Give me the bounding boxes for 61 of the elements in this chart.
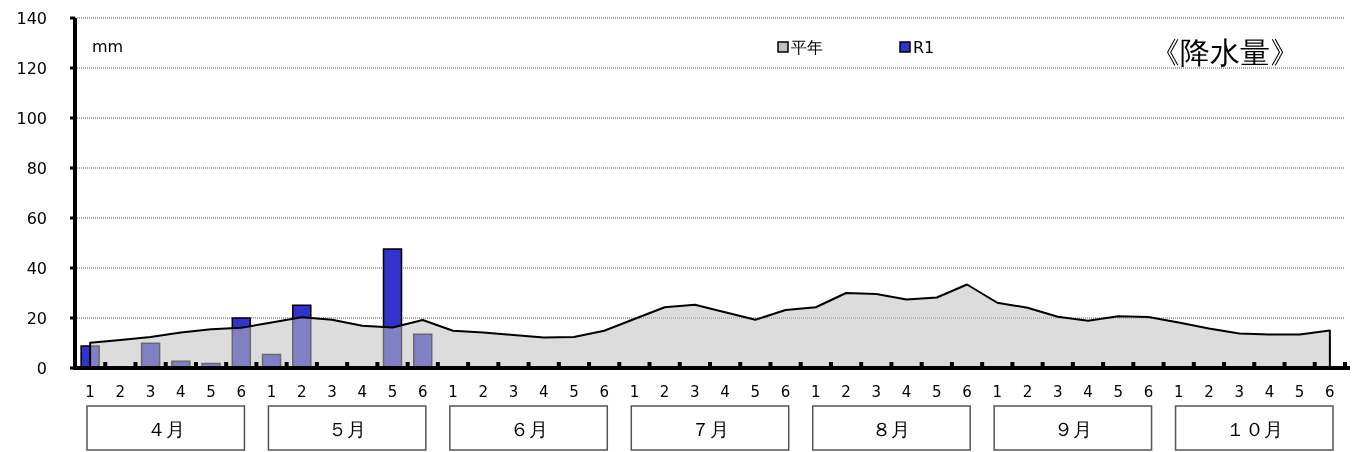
text: ５月 xyxy=(328,418,367,440)
x-tick-label: 5 xyxy=(569,383,579,401)
y-tick-label: 60 xyxy=(26,209,47,228)
text: ９月 xyxy=(1053,418,1092,440)
y-tick-label: 20 xyxy=(26,309,47,328)
text: ４月 xyxy=(146,418,185,440)
x-tick-label: 6 xyxy=(1143,383,1154,401)
y-tick-label: 80 xyxy=(26,159,47,178)
x-tick-label: 6 xyxy=(962,383,972,401)
text: １０月 xyxy=(1225,418,1283,440)
x-tick-label: 4 xyxy=(1264,383,1275,401)
x-tick-label: 3 xyxy=(327,383,337,401)
x-tick-label: 2 xyxy=(297,383,307,401)
x-tick-label: 5 xyxy=(206,383,216,401)
x-tick-label: 1 xyxy=(85,383,95,401)
x-tick-label: 5 xyxy=(1294,383,1305,401)
x-tick-label: 2 xyxy=(478,383,488,401)
x-tick-label: 2 xyxy=(115,383,126,401)
x-tick-label: 5 xyxy=(932,383,942,401)
x-tick-label: 3 xyxy=(1234,383,1244,401)
x-tick-label: 6 xyxy=(1325,383,1335,401)
y-axis-title: mm xyxy=(92,37,124,56)
x-tick-label: 3 xyxy=(1052,383,1063,401)
x-tick-label: 2 xyxy=(1204,383,1214,401)
x-tick-label: 1 xyxy=(629,383,640,401)
x-tick-label: 2 xyxy=(1022,383,1033,401)
x-tick-label: 4 xyxy=(538,383,549,401)
y-tick-label: 0 xyxy=(36,359,47,378)
x-tick-label: 6 xyxy=(236,383,247,401)
x-tick-label: 3 xyxy=(508,383,519,401)
x-tick-label: 1 xyxy=(266,383,277,401)
x-tick-label: 3 xyxy=(690,383,700,401)
x-tick-label: 5 xyxy=(1113,383,1123,401)
x-tick-label: 1 xyxy=(1173,383,1184,401)
x-tick-label: 4 xyxy=(357,383,368,401)
x-tick-label: 1 xyxy=(448,383,458,401)
x-tick-label: 3 xyxy=(145,383,156,401)
x-tick-label: 5 xyxy=(387,383,398,401)
x-tick-label: 4 xyxy=(720,383,730,401)
x-tick-label: 3 xyxy=(871,383,882,401)
y-tick-label: 140 xyxy=(16,9,47,28)
y-tick-label: 120 xyxy=(16,59,47,78)
x-tick-label: 5 xyxy=(750,383,761,401)
x-tick-label: 1 xyxy=(811,383,821,401)
x-tick-label: 4 xyxy=(901,383,912,401)
y-tick-label: 40 xyxy=(26,259,47,278)
y-tick-label: 100 xyxy=(16,109,47,128)
legend-label: R1 xyxy=(913,38,935,57)
x-tick-label: 1 xyxy=(992,383,1003,401)
legend-label: 平年 xyxy=(791,38,823,57)
x-tick-label: 2 xyxy=(659,383,670,401)
text: ７月 xyxy=(691,418,729,440)
text: ６月 xyxy=(509,418,548,440)
x-tick-label: 6 xyxy=(417,383,428,401)
text: 《降水量》 xyxy=(1150,35,1300,70)
x-tick-label: 6 xyxy=(780,383,791,401)
x-tick-label: 2 xyxy=(841,383,851,401)
text: ８月 xyxy=(872,418,911,440)
x-tick-label: 6 xyxy=(599,383,609,401)
x-tick-label: 4 xyxy=(1083,383,1093,401)
x-tick-label: 4 xyxy=(176,383,186,401)
